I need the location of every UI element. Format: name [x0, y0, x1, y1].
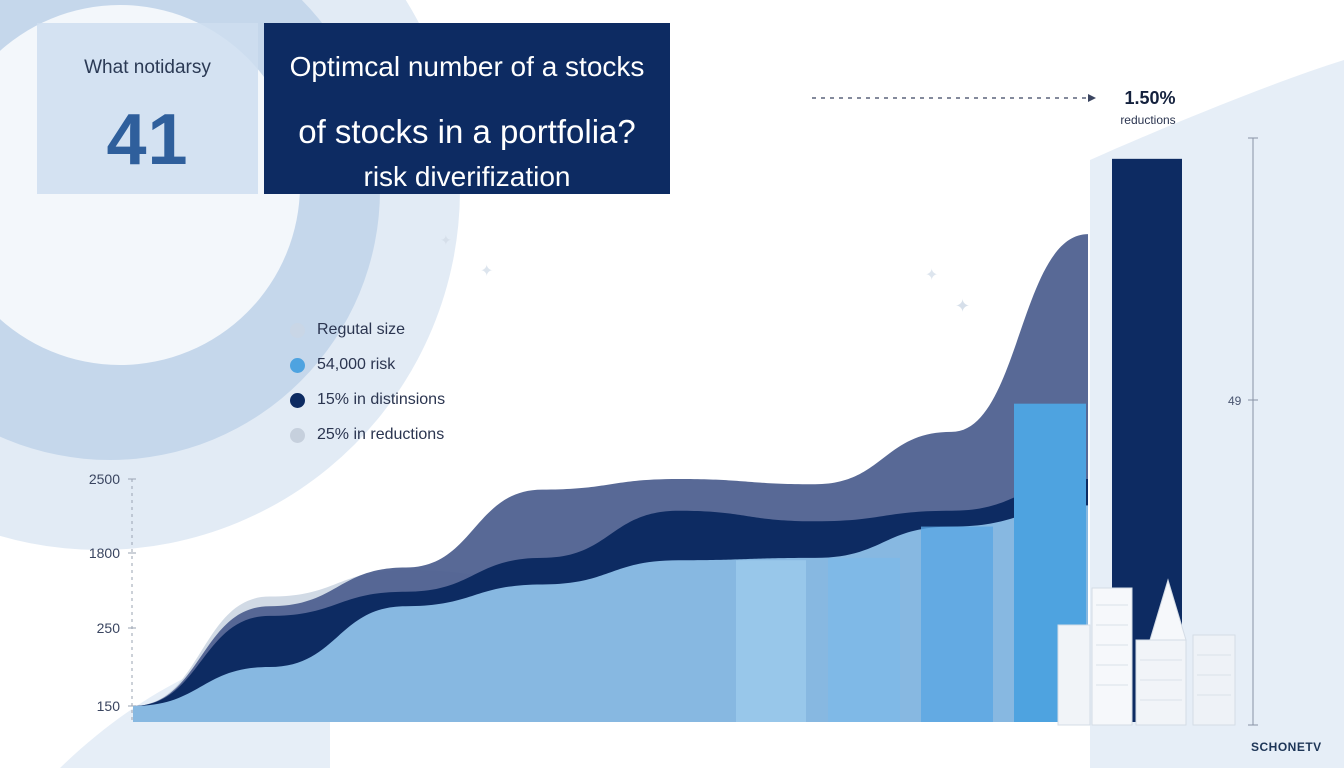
brand-logo-text: SCHONETV	[1251, 740, 1322, 754]
city-skyline-illustration	[1057, 578, 1236, 726]
y-axis: 2500 1800 250 150	[89, 471, 136, 722]
legend-label: 15% in distinsions	[317, 391, 446, 408]
y-tick-label: 250	[97, 620, 121, 636]
annotations: 1.50% reductions 49	[812, 88, 1258, 726]
bar-3	[921, 526, 993, 722]
stat-label: What notidarsy	[84, 57, 211, 78]
legend-label: Regutal size	[317, 321, 406, 338]
title-line-1: Optimcal number of a stocks	[289, 51, 645, 82]
sparkle-icon: ✦	[480, 263, 493, 280]
y-tick-label: 150	[97, 698, 121, 714]
y-tick-label: 1800	[89, 545, 120, 561]
title-box: Optimcal number of a stocks of stocks in…	[264, 23, 670, 194]
y-tick-label: 2500	[89, 471, 120, 487]
bar-1	[736, 560, 806, 722]
legend-label: 54,000 risk	[317, 356, 396, 373]
stat-value: 41	[106, 100, 189, 180]
sparkle-icon: ✦	[440, 232, 452, 248]
legend-swatch	[290, 323, 305, 338]
sparkle-icon: ✦	[925, 267, 938, 284]
right-axis-label: 49	[1228, 394, 1242, 408]
title-line-3: risk diverifization	[363, 161, 571, 192]
bar-2	[828, 557, 900, 722]
legend-swatch	[290, 358, 305, 373]
sparkle-icon: ✦	[955, 296, 970, 316]
title-line-2: of stocks in a portfolia?	[298, 113, 636, 150]
legend-swatch	[290, 393, 305, 408]
legend-label: 25% in reductions	[317, 426, 445, 443]
stat-box: What notidarsy 41	[37, 23, 258, 194]
callout-arrow-icon	[1088, 94, 1096, 102]
legend-swatch	[290, 428, 305, 443]
callout-value: 1.50%	[1124, 88, 1175, 108]
callout-label: reductions	[1120, 113, 1175, 127]
